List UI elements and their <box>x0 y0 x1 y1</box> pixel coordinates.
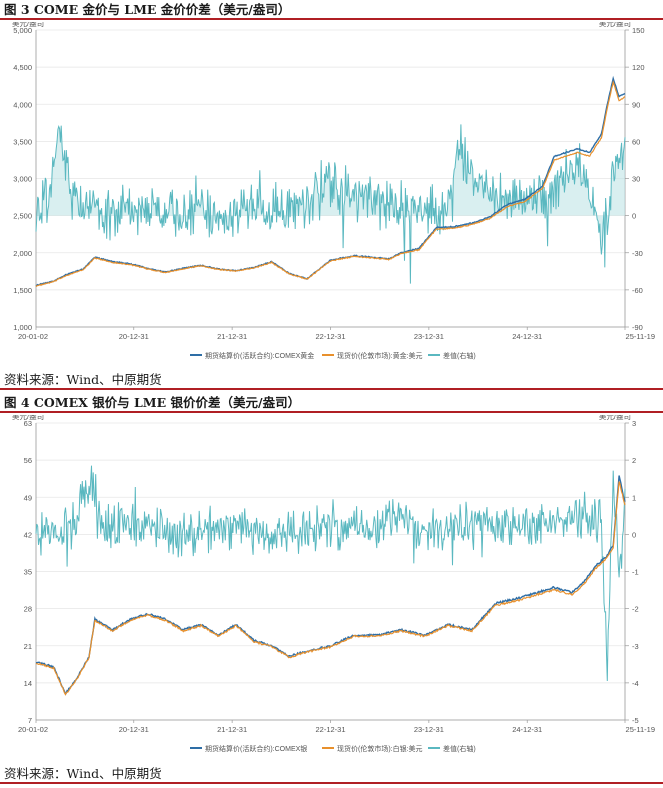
left-tick-label: 28 <box>24 605 32 614</box>
left-tick-label: 14 <box>24 679 32 688</box>
left-tick-label: 4,000 <box>13 100 32 109</box>
right-tick-label: 30 <box>632 175 640 184</box>
right-tick-label: 1 <box>632 493 636 502</box>
right-tick-label: 0 <box>632 212 636 221</box>
x-tick-label: 20-12-31 <box>119 332 149 341</box>
x-tick-label: 20-01-02 <box>18 725 48 734</box>
right-tick-label: -3 <box>632 642 639 651</box>
figure4-title: 图 4 COMEX 银价与 LME 银价价差（美元/盎司） <box>0 393 663 413</box>
right-tick-label: 90 <box>632 100 640 109</box>
spread-line <box>35 124 626 284</box>
legend-label: 差值(右轴) <box>443 351 476 360</box>
left-axis-unit: 美元/盎司 <box>12 415 44 421</box>
right-tick-label: 3 <box>632 419 636 428</box>
right-tick-label: 0 <box>632 530 636 539</box>
x-tick-label: 21-12-31 <box>217 332 247 341</box>
right-axis-unit: 美元/盎司 <box>599 415 631 421</box>
right-tick-label: 60 <box>632 137 640 146</box>
left-tick-label: 7 <box>28 716 32 725</box>
right-tick-label: 2 <box>632 456 636 465</box>
left-tick-label: 1,000 <box>13 323 32 332</box>
right-tick-label: -90 <box>632 323 643 332</box>
x-tick-label: 24-12-31 <box>512 332 542 341</box>
spread-line <box>35 465 626 682</box>
gold-chart: 美元/盎司 美元/盎司 1,000 1,500 2,000 2,500 3,000 3,500… <box>12 22 655 360</box>
left-tick-label: 56 <box>24 456 32 465</box>
right-tick-label: 120 <box>632 63 645 72</box>
legend-label: 现货价(伦敦市场):黄金:美元 <box>337 351 423 360</box>
x-tick-label: 21-12-31 <box>217 725 247 734</box>
futures-line <box>35 475 626 696</box>
x-tick-label: 23-12-31 <box>414 332 444 341</box>
left-tick-label: 4,500 <box>13 63 32 72</box>
left-tick-label: 3,000 <box>13 175 32 184</box>
futures-line <box>35 75 626 287</box>
right-tick-label: -5 <box>632 716 639 725</box>
left-axis-unit: 美元/盎司 <box>12 22 44 28</box>
x-tick-label: 24-12-31 <box>512 725 542 734</box>
x-tick-label: 25-11-19 <box>626 332 655 341</box>
left-tick-label: 21 <box>24 642 32 651</box>
figure3-source: 资料来源：Wind、中原期货 <box>0 371 663 390</box>
right-tick-label: -60 <box>632 286 643 295</box>
figure3-title: 图 3 COME 金价与 LME 金价价差（美元/盎司） <box>0 0 663 20</box>
x-tick-label: 20-01-02 <box>18 332 48 341</box>
x-tick-label: 20-12-31 <box>119 725 149 734</box>
spot-line <box>35 80 626 288</box>
x-tick-label: 25-11-19 <box>626 725 655 734</box>
left-tick-label: 63 <box>24 419 32 428</box>
right-tick-label: -2 <box>632 605 639 614</box>
left-tick-label: 3,500 <box>13 137 32 146</box>
left-tick-label: 49 <box>24 493 32 502</box>
figure4-source: 资料来源：Wind、中原期货 <box>0 765 663 784</box>
legend-label: 差值(右轴) <box>443 744 476 753</box>
left-tick-label: 2,500 <box>13 212 32 221</box>
right-tick-label: -4 <box>632 679 639 688</box>
left-tick-label: 1,500 <box>13 286 32 295</box>
right-axis-unit: 美元/盎司 <box>599 22 631 28</box>
left-tick-label: 42 <box>24 530 32 539</box>
x-tick-label: 22-12-31 <box>315 725 345 734</box>
left-tick-label: 2,000 <box>13 249 32 258</box>
right-tick-label: 150 <box>632 26 645 35</box>
spot-line <box>35 481 626 696</box>
legend-label: 现货价(伦敦市场):白银:美元 <box>337 744 423 753</box>
legend-label: 期货结算价(活跃合约):COMEX银 <box>205 744 307 753</box>
legend-label: 期货结算价(活跃合约):COMEX黄金 <box>205 351 314 360</box>
silver-chart: 美元/盎司 美元/盎司 7 14 21 28 35 42 49 56 63 -5 -4 -3 -2 -1 0 1 2… <box>12 415 655 753</box>
right-tick-label: -30 <box>632 249 643 258</box>
right-tick-label: -1 <box>632 568 639 577</box>
left-tick-label: 35 <box>24 568 32 577</box>
left-tick-label: 5,000 <box>13 26 32 35</box>
x-tick-label: 22-12-31 <box>315 332 345 341</box>
x-tick-label: 23-12-31 <box>414 725 444 734</box>
